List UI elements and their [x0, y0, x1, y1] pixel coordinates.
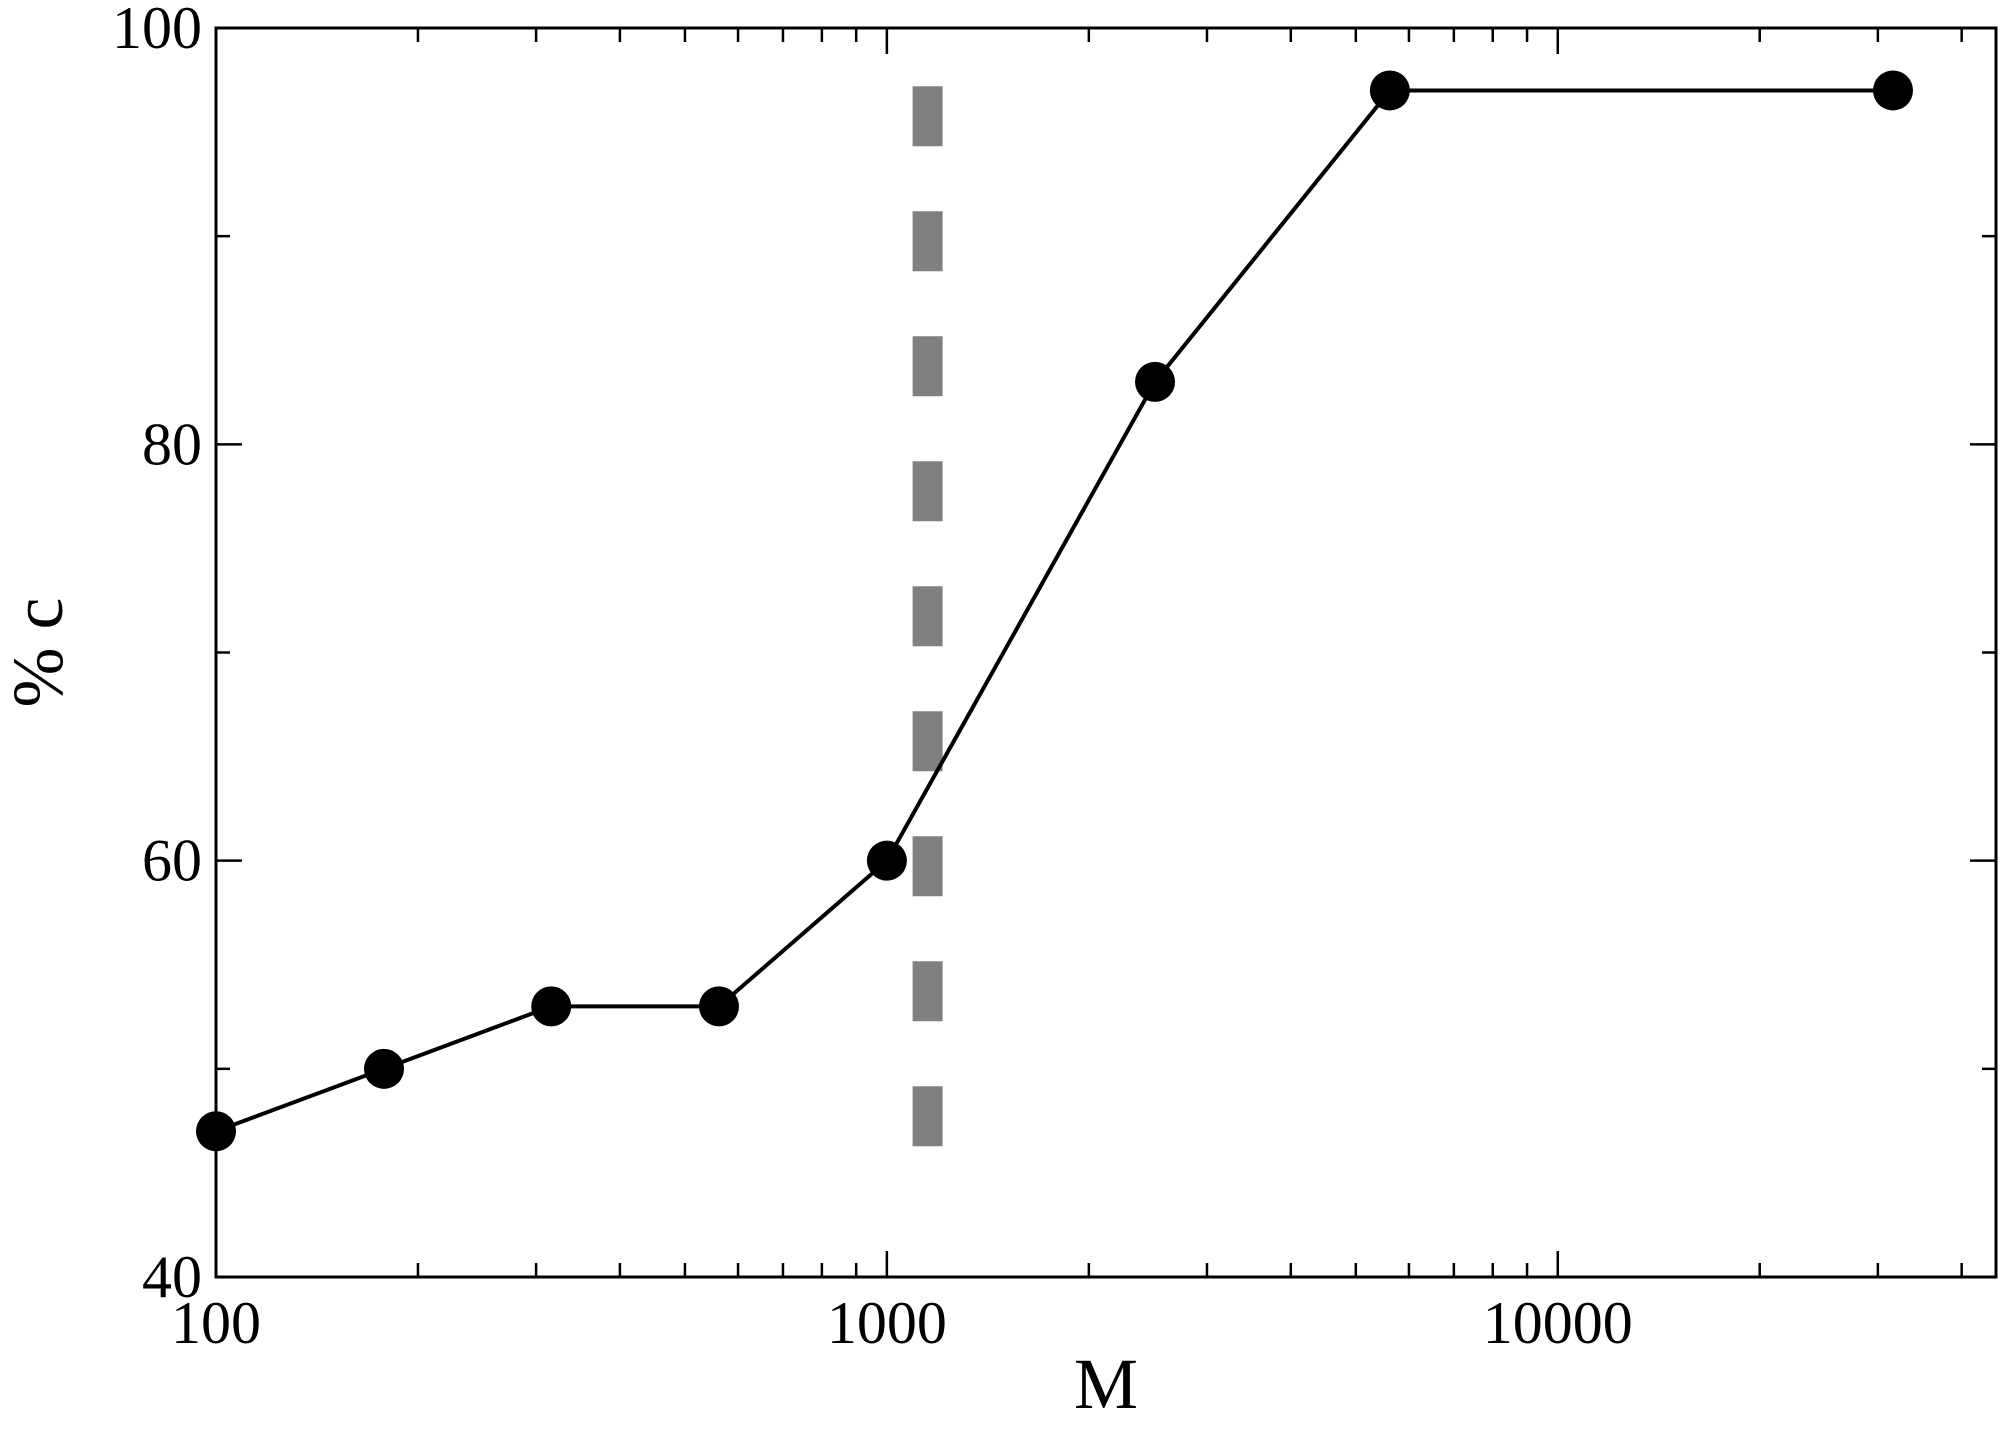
x-axis-label: M [1074, 1344, 1138, 1424]
series-line [215, 88, 1893, 1134]
data-point [531, 986, 572, 1027]
data-point [1873, 70, 1914, 111]
y-tick-label: 60 [142, 828, 202, 894]
x-tick-label: 1000 [827, 1290, 947, 1356]
tick-labels: 100 1000 10000 40 60 80 100 [112, 0, 1633, 1356]
x-tick-label: 10000 [1483, 1290, 1633, 1356]
y-tick-label: 80 [142, 411, 202, 477]
plot-frame [214, 26, 1998, 1279]
y-tick-label: 40 [142, 1244, 202, 1310]
data-point [698, 986, 739, 1027]
data-point [1135, 361, 1176, 402]
data-point [364, 1048, 405, 1089]
y-tick-label: 100 [112, 0, 202, 61]
series-group [196, 70, 1914, 1152]
x-tick-label: 100 [171, 1290, 261, 1356]
data-point [1369, 70, 1410, 111]
y-axis-label: % c [0, 598, 78, 708]
data-point [866, 840, 907, 881]
axis-ticks [214, 26, 1996, 1279]
